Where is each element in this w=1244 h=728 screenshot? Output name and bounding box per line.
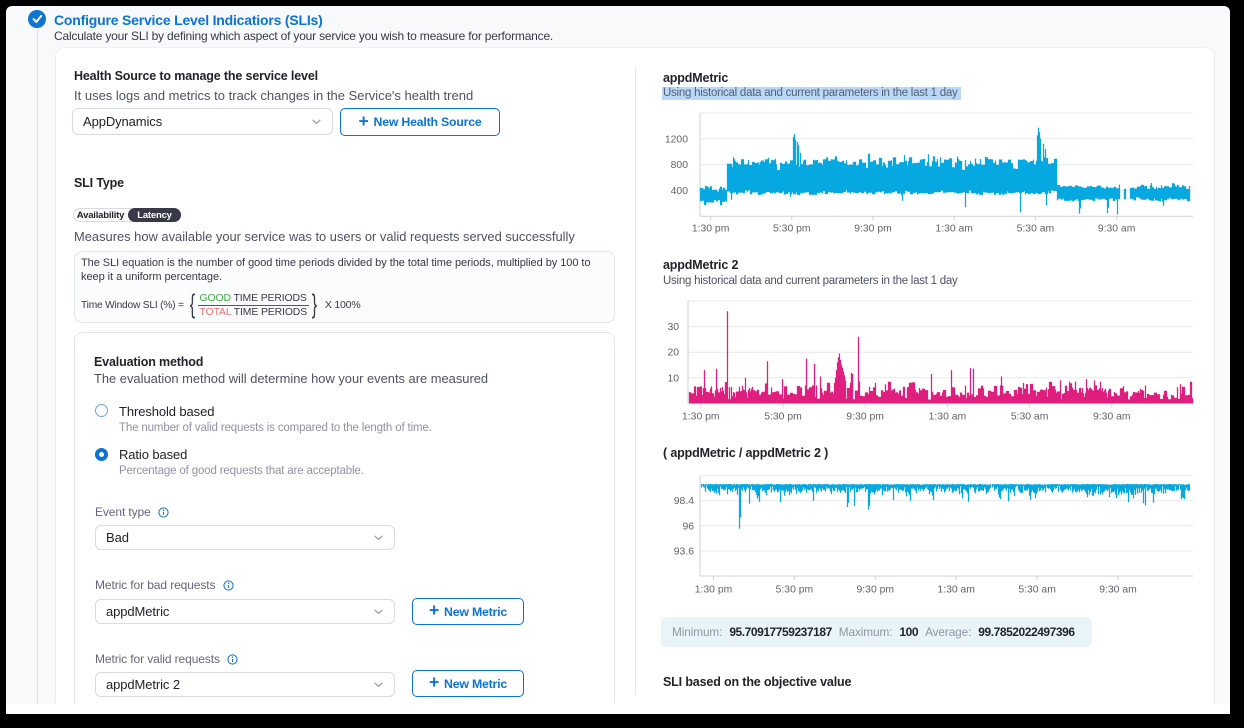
svg-text:10: 10 xyxy=(667,373,679,384)
svg-text:9:30 pm: 9:30 pm xyxy=(857,585,895,596)
svg-text:1:30 pm: 1:30 pm xyxy=(695,585,733,596)
svg-text:5:30 am: 5:30 am xyxy=(1017,224,1055,235)
svg-text:5:30 pm: 5:30 pm xyxy=(773,224,811,235)
svg-text:400: 400 xyxy=(671,186,689,197)
svg-text:1200: 1200 xyxy=(665,134,688,145)
svg-text:1:30 am: 1:30 am xyxy=(937,585,975,596)
svg-text:9:30 pm: 9:30 pm xyxy=(854,224,892,235)
svg-text:9:30 am: 9:30 am xyxy=(1093,412,1131,423)
svg-text:800: 800 xyxy=(671,160,689,171)
svg-text:9:30 pm: 9:30 pm xyxy=(846,412,884,423)
svg-text:1:30 am: 1:30 am xyxy=(929,412,967,423)
svg-text:93.6: 93.6 xyxy=(674,546,694,557)
svg-text:1:30 am: 1:30 am xyxy=(935,224,973,235)
svg-text:9:30 am: 9:30 am xyxy=(1099,585,1137,596)
svg-text:96: 96 xyxy=(682,521,694,532)
svg-text:9:30 am: 9:30 am xyxy=(1098,224,1136,235)
svg-text:98.4: 98.4 xyxy=(674,496,694,507)
svg-text:5:30 am: 5:30 am xyxy=(1018,585,1056,596)
svg-text:1:30 pm: 1:30 pm xyxy=(682,412,720,423)
svg-text:5:30 pm: 5:30 pm xyxy=(776,585,814,596)
svg-text:5:30 am: 5:30 am xyxy=(1011,412,1049,423)
svg-text:30: 30 xyxy=(667,322,679,333)
svg-text:20: 20 xyxy=(667,348,679,359)
svg-text:5:30 pm: 5:30 pm xyxy=(764,412,802,423)
svg-text:1:30 pm: 1:30 pm xyxy=(692,224,730,235)
